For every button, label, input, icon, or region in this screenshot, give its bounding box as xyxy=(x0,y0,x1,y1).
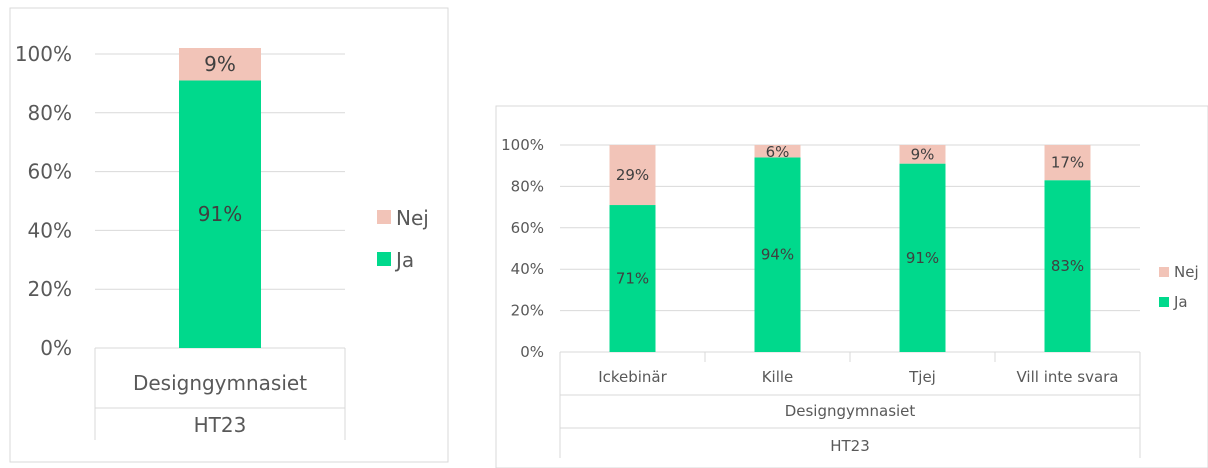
bar-ja xyxy=(179,80,261,349)
data-label-nej: 17% xyxy=(1051,154,1084,172)
data-label-ja: 91% xyxy=(198,202,242,226)
group-label: Designgymnasiet xyxy=(785,402,916,420)
bar-ja xyxy=(1044,180,1091,352)
legend-label-ja: Ja xyxy=(1173,293,1188,311)
y-tick-label: 60% xyxy=(28,160,72,184)
legend-swatch-nej xyxy=(1159,267,1169,277)
category-label: Ickebinär xyxy=(598,368,667,386)
data-label-nej: 6% xyxy=(766,143,790,161)
group-label: HT23 xyxy=(194,413,247,437)
legend-swatch-ja xyxy=(1159,297,1169,307)
bar-nej xyxy=(609,145,656,206)
legend-label-nej: Nej xyxy=(396,206,429,230)
y-tick-label: 20% xyxy=(511,302,544,320)
legend-label-ja: Ja xyxy=(394,248,414,272)
y-tick-label: 20% xyxy=(28,277,72,301)
chart-frame xyxy=(495,105,1208,468)
bar-nej xyxy=(754,145,801,158)
category-label: Tjej xyxy=(908,368,936,386)
bar-nej xyxy=(1044,145,1091,181)
legend-swatch-nej xyxy=(377,210,391,224)
legend-swatch-ja xyxy=(377,252,391,266)
data-label-nej: 9% xyxy=(204,52,236,76)
category-label: Designgymnasiet xyxy=(133,371,307,395)
y-tick-label: 100% xyxy=(501,136,544,154)
bar-nej xyxy=(179,48,261,81)
bar-ja xyxy=(899,163,946,352)
y-tick-label: 40% xyxy=(28,218,72,242)
y-tick-label: 60% xyxy=(511,219,544,237)
data-label-nej: 9% xyxy=(911,145,935,163)
data-label-ja: 71% xyxy=(616,270,649,288)
y-tick-label: 80% xyxy=(511,177,544,195)
chart-frame xyxy=(9,7,449,463)
y-tick-label: 80% xyxy=(28,101,72,125)
data-label-ja: 83% xyxy=(1051,257,1084,275)
category-label: Vill inte svara xyxy=(1017,368,1119,386)
bar-ja xyxy=(609,205,656,352)
y-tick-label: 40% xyxy=(511,260,544,278)
legend-label-nej: Nej xyxy=(1174,263,1199,281)
bar-ja xyxy=(754,157,801,352)
data-label-nej: 29% xyxy=(616,166,649,184)
category-label: Kille xyxy=(762,368,794,386)
outer-group-label: HT23 xyxy=(830,437,870,455)
y-tick-label: 0% xyxy=(40,336,72,360)
bar-nej xyxy=(899,145,946,164)
chart-left: 0% 20% 40% 60% 80% 100% 91% 9% Designgymnasiet HT… xyxy=(9,7,449,463)
data-label-ja: 94% xyxy=(761,246,794,264)
data-label-ja: 91% xyxy=(906,249,939,267)
y-tick-label: 100% xyxy=(15,42,72,66)
y-tick-label: 0% xyxy=(520,343,544,361)
